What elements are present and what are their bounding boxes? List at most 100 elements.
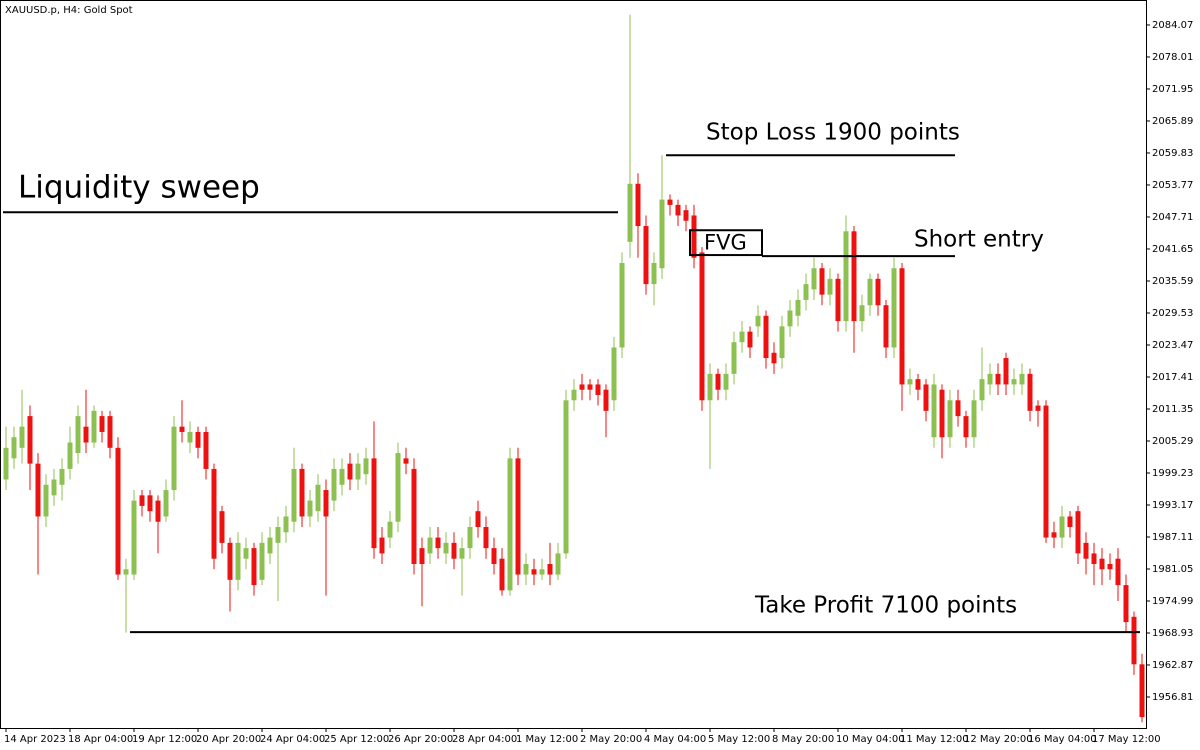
y-tick-label: 2059.83	[1152, 148, 1193, 159]
candle-body	[507, 458, 513, 591]
y-tick-label: 2041.65	[1152, 244, 1193, 255]
candle-body	[219, 511, 225, 543]
candle-body	[883, 305, 889, 348]
candle-body	[1003, 358, 1009, 385]
candle-body	[3, 447, 9, 480]
candle-body	[187, 431, 193, 443]
y-tick-label: 1956.81	[1152, 692, 1193, 703]
candle-body	[1011, 379, 1017, 385]
candle-body	[155, 500, 161, 522]
candle-body	[795, 299, 801, 316]
candle-body	[811, 268, 817, 290]
candle-body	[419, 548, 425, 564]
candle-body	[107, 416, 113, 448]
candle-body	[787, 310, 793, 327]
candle-body	[355, 463, 361, 480]
x-tick-label: 16 May 04:00	[1028, 734, 1097, 745]
y-tick-label: 1999.23	[1152, 468, 1193, 479]
candle-body	[547, 563, 553, 575]
y-tick-label: 2035.59	[1152, 276, 1193, 287]
candle-body	[899, 268, 905, 385]
candle-body	[123, 569, 129, 575]
candle-body	[403, 458, 409, 464]
y-tick-label: 1987.11	[1152, 532, 1193, 543]
candle-body	[379, 537, 385, 554]
candle-body	[83, 426, 89, 443]
candle-body	[875, 278, 881, 306]
annotation: Stop Loss 1900 points	[706, 120, 960, 146]
candle-body	[963, 416, 969, 438]
candle-body	[539, 569, 545, 575]
candle-body	[1075, 511, 1081, 554]
candle-body	[1035, 405, 1041, 411]
candle-body	[819, 268, 825, 295]
candle-body	[11, 437, 17, 459]
x-tick-label: 20 Apr 20:00	[196, 734, 261, 745]
candle-body	[643, 226, 649, 285]
y-tick-label: 1974.99	[1152, 596, 1193, 607]
candle-body	[243, 548, 249, 559]
candle-body	[1107, 563, 1113, 570]
candle-body	[283, 516, 289, 533]
annotation: Short entry	[914, 227, 1044, 253]
candle-body	[843, 231, 849, 322]
fvg-label: FVG	[704, 231, 747, 255]
candle-body	[947, 400, 953, 438]
candle-body	[619, 262, 625, 348]
candle-body	[635, 183, 641, 227]
candle-body	[251, 548, 257, 586]
candle-body	[195, 431, 201, 448]
candle-body	[939, 389, 945, 438]
candle-body	[571, 389, 577, 401]
x-tick-label: 25 Apr 12:00	[324, 734, 389, 745]
candle-body	[59, 468, 65, 485]
x-tick-label: 8 May 20:00	[772, 734, 834, 745]
candle-body	[1027, 373, 1033, 411]
candle-body	[779, 326, 785, 359]
candle-body	[907, 379, 913, 385]
candle-body	[51, 479, 57, 496]
x-tick-label: 11 May 12:00	[900, 734, 969, 745]
candle-body	[267, 537, 273, 554]
candle-body	[387, 521, 393, 538]
candle-body	[699, 252, 705, 401]
candle-body	[235, 542, 241, 580]
x-tick-label: 26 Apr 20:00	[388, 734, 453, 745]
chart-title: XAUUSD.p, H4: Gold Spot	[5, 5, 133, 16]
candle-body	[763, 315, 769, 359]
candle-body	[611, 347, 617, 401]
y-tick-label: 2084.07	[1152, 20, 1193, 31]
candle-body	[163, 490, 169, 517]
candle-body	[363, 458, 369, 475]
candle-body	[315, 484, 321, 512]
y-tick-label: 1962.87	[1152, 660, 1193, 671]
candle-body	[291, 468, 297, 522]
candle-body	[747, 331, 753, 348]
candle-body	[691, 215, 697, 258]
candle-body	[891, 268, 897, 348]
candle-body	[1091, 553, 1097, 564]
y-tick-label: 2005.29	[1152, 436, 1193, 447]
candle-body	[827, 278, 833, 295]
candle-body	[1123, 585, 1129, 623]
candle-body	[755, 315, 761, 327]
x-tick-label: 10 May 04:00	[836, 734, 905, 745]
candle-body	[171, 426, 177, 491]
candle-body	[707, 373, 713, 401]
candle-body	[435, 537, 441, 549]
candle-body	[1059, 516, 1065, 538]
y-tick-label: 1993.17	[1152, 500, 1193, 511]
candle-body	[211, 468, 217, 559]
candle-body	[483, 527, 489, 549]
candle-body	[979, 379, 985, 401]
x-tick-label: 14 Apr 2023	[4, 734, 66, 745]
plot-frame	[0, 0, 1147, 729]
candle-body	[371, 458, 377, 549]
candle-body	[563, 400, 569, 554]
candle-body	[203, 431, 209, 469]
candle-body	[347, 463, 353, 480]
candle-body	[867, 278, 873, 306]
y-tick-label: 2047.71	[1152, 212, 1193, 223]
candle-body	[275, 527, 281, 543]
